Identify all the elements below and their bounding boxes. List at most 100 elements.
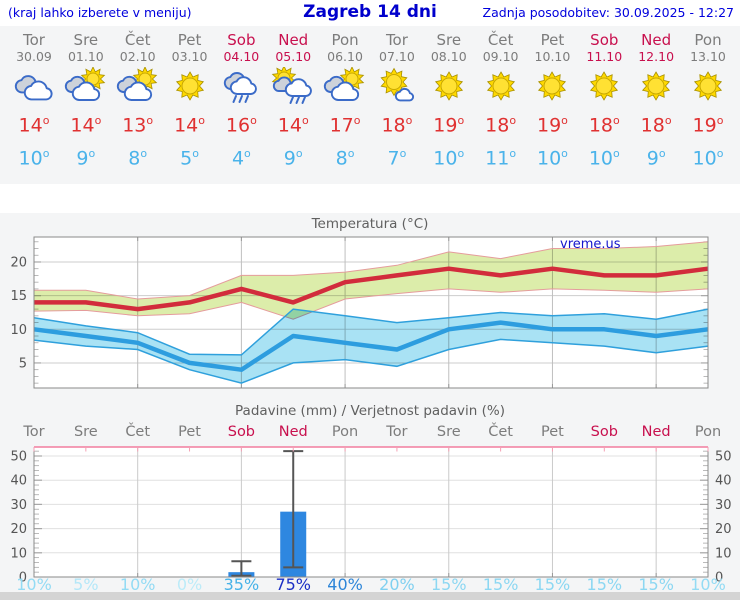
precipitation-chart: 0 0 10 10 20 20 30 30 40 40 50 50 bbox=[10, 446, 732, 585]
sunny-icon bbox=[693, 71, 723, 101]
sunny-icon bbox=[175, 71, 204, 101]
forecast-day-column: Sob 04.10 16o 4o bbox=[215, 26, 267, 170]
temperature-value: 8 bbox=[335, 147, 348, 170]
precipitation-day-label: Čet bbox=[488, 424, 513, 440]
precipitation-probability: 35% bbox=[223, 575, 260, 594]
forecast-strip: Tor 30.09 14o 10o Sre 01.10 14o 9o Čet 02.10 13o 8o… bbox=[0, 26, 740, 184]
degree-symbol: o bbox=[42, 147, 50, 161]
forecast-day-column: Tor 07.10 18o 7o bbox=[371, 26, 423, 170]
mostly-sunny-icon bbox=[380, 67, 414, 102]
day-name: Ned bbox=[641, 31, 672, 49]
degree-symbol: o bbox=[658, 147, 666, 161]
degree-symbol: o bbox=[88, 147, 96, 161]
weather-icon-slot bbox=[112, 65, 164, 109]
precipitation-probability: 0% bbox=[176, 575, 203, 594]
day-date: 06.10 bbox=[327, 49, 363, 64]
max-temperature: 13o bbox=[112, 110, 164, 136]
forecast-day-column: Sre 01.10 14o 9o bbox=[60, 26, 112, 170]
max-temperature: 19o bbox=[423, 110, 475, 136]
weather-icon-slot bbox=[526, 65, 578, 109]
day-date: 07.10 bbox=[379, 49, 415, 64]
max-temperature: 19o bbox=[682, 110, 734, 136]
max-temperature: 17o bbox=[319, 110, 371, 136]
degree-symbol: o bbox=[716, 147, 724, 161]
precipitation-day-label: Sob bbox=[227, 424, 256, 440]
degree-symbol: o bbox=[561, 114, 568, 127]
forecast-day-column: Pon 06.10 17o 8o bbox=[319, 26, 371, 170]
degree-symbol: o bbox=[295, 147, 303, 161]
precipitation-probability: 10% bbox=[690, 575, 726, 594]
day-date: 13.10 bbox=[690, 49, 726, 64]
min-temperature: 10o bbox=[526, 143, 578, 169]
temperature-value: 10 bbox=[433, 147, 458, 170]
sunny-icon bbox=[538, 71, 567, 101]
degree-symbol: o bbox=[613, 147, 620, 161]
min-temperature: 10o bbox=[8, 143, 60, 169]
svg-text:5: 5 bbox=[19, 356, 27, 371]
weather-icon-slot bbox=[682, 65, 734, 109]
svg-text:20: 20 bbox=[715, 522, 732, 537]
svg-text:15: 15 bbox=[10, 289, 27, 304]
temperature-value: 18 bbox=[588, 114, 614, 137]
forecast-day-column: Tor 30.09 14o 10o bbox=[8, 26, 60, 170]
temperature-value: 19 bbox=[536, 114, 562, 137]
min-temperature: 8o bbox=[112, 143, 164, 169]
max-temperature: 18o bbox=[578, 110, 630, 136]
weather-icon-slot bbox=[60, 65, 112, 109]
degree-symbol: o bbox=[244, 147, 251, 161]
day-name: Sob bbox=[590, 31, 619, 49]
precipitation-probability: 20% bbox=[379, 575, 415, 594]
watermark-link[interactable]: vreme.us bbox=[560, 237, 621, 252]
charts-panel: Temperatura (°C) 5 10 15 20 vreme.us Padavi… bbox=[0, 213, 740, 594]
min-temperature: 9o bbox=[267, 143, 319, 169]
svg-text:20: 20 bbox=[10, 255, 27, 270]
min-temperature: 10o bbox=[423, 143, 475, 169]
temperature-value: 14 bbox=[174, 114, 199, 137]
sunny-icon bbox=[590, 71, 619, 101]
min-temperature: 11o bbox=[475, 143, 527, 169]
temperature-value: 18 bbox=[640, 114, 665, 137]
partly-cloudy-icon bbox=[116, 67, 157, 101]
precipitation-day-label: Tor bbox=[23, 424, 45, 440]
degree-symbol: o bbox=[146, 114, 154, 127]
temperature-value: 10 bbox=[588, 147, 614, 170]
precipitation-probability: 15% bbox=[586, 575, 623, 594]
day-name: Čet bbox=[487, 31, 514, 49]
max-temperature: 18o bbox=[371, 110, 423, 136]
day-name: Sob bbox=[227, 31, 256, 49]
cloudy-icon bbox=[14, 75, 53, 101]
precipitation-day-label: Ned bbox=[278, 424, 308, 440]
temperature-value: 14 bbox=[277, 114, 302, 137]
temperature-value: 5 bbox=[180, 147, 193, 170]
day-name: Čet bbox=[124, 31, 151, 49]
sunny-icon bbox=[434, 71, 463, 101]
precipitation-probability: 15% bbox=[638, 575, 674, 594]
day-date: 08.10 bbox=[430, 49, 467, 64]
temperature-value: 13 bbox=[122, 114, 147, 137]
day-date: 09.10 bbox=[482, 49, 519, 64]
degree-symbol: o bbox=[561, 147, 568, 161]
forecast-day-column: Pon 13.10 19o 10o bbox=[682, 26, 734, 170]
max-temperature: 14o bbox=[60, 110, 112, 136]
max-temperature: 14o bbox=[164, 110, 216, 136]
temperature-value: 10 bbox=[18, 147, 43, 170]
max-temperature: 18o bbox=[630, 110, 682, 136]
precipitation-day-label: Sob bbox=[590, 424, 618, 440]
svg-text:0: 0 bbox=[715, 571, 723, 585]
temperature-value: 19 bbox=[433, 114, 458, 137]
precipitation-probability: 75% bbox=[275, 575, 311, 594]
min-temperature: 4o bbox=[215, 143, 267, 169]
weather-icon-slot bbox=[475, 65, 527, 109]
svg-text:0: 0 bbox=[19, 571, 27, 585]
max-temperature: 14o bbox=[8, 110, 60, 136]
precipitation-probability: 40% bbox=[327, 575, 363, 594]
day-name: Tor bbox=[23, 31, 45, 49]
degree-symbol: o bbox=[509, 114, 517, 127]
min-temperature: 7o bbox=[371, 143, 423, 169]
degree-symbol: o bbox=[399, 147, 407, 161]
min-temperature: 10o bbox=[682, 143, 734, 169]
degree-symbol: o bbox=[301, 114, 309, 127]
temperature-value: 17 bbox=[329, 114, 354, 137]
forecast-day-column: Čet 02.10 13o 8o bbox=[112, 26, 164, 170]
precipitation-day-label: Sre bbox=[73, 424, 98, 440]
